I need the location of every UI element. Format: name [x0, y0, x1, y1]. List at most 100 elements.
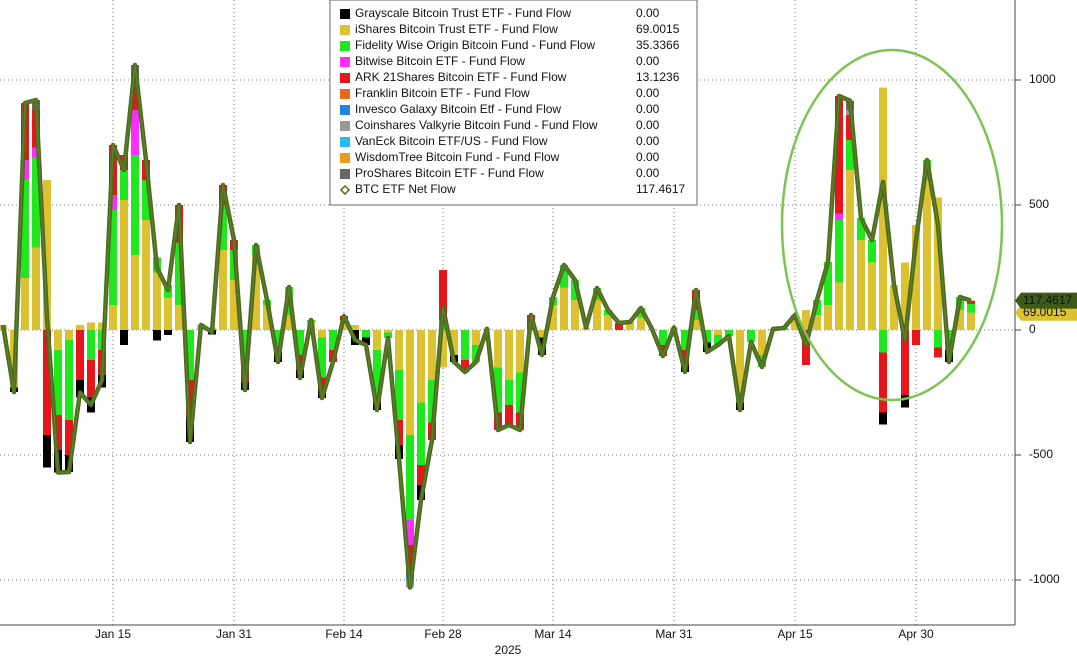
bar-segment	[109, 305, 117, 330]
bar-segment	[879, 412, 887, 425]
bar-segment	[87, 330, 95, 360]
bar-segment	[846, 170, 854, 330]
bar-segment	[692, 320, 700, 330]
legend-swatch	[340, 57, 350, 67]
legend-name: Fidelity Wise Origin Bitcoin Fund - Fund…	[355, 38, 595, 52]
bar-segment	[406, 330, 414, 435]
legend-value: 0.00	[636, 86, 660, 100]
bar-segment	[758, 330, 766, 355]
bar-segment	[549, 305, 557, 330]
bar-segment	[626, 322, 634, 330]
highlight-ellipse	[780, 48, 1004, 402]
y-tick-label: 1000	[1029, 72, 1056, 86]
bar-segment	[384, 330, 392, 333]
bar-segment	[142, 180, 150, 220]
bar-segment	[692, 310, 700, 320]
bar-segment	[285, 315, 293, 330]
bar-segment	[76, 330, 84, 380]
legend-name: WisdomTree Bitcoin Fund - Fund Flow	[355, 150, 560, 164]
bar-segment	[714, 335, 722, 345]
legend-swatch	[340, 41, 350, 51]
bar-segment	[538, 330, 546, 338]
legend-swatch	[340, 9, 350, 19]
legend-value: 35.3366	[636, 38, 680, 52]
bar-segment	[879, 352, 887, 413]
bar-segment	[505, 380, 513, 405]
bar-segment	[395, 370, 403, 420]
x-tick-label: Jan 31	[216, 627, 252, 641]
bar-segment	[956, 310, 964, 330]
bar-segment	[967, 312, 975, 330]
bar-segment	[505, 330, 513, 380]
bar-segment	[406, 435, 414, 520]
bar-segment	[703, 330, 711, 343]
bar-segment	[824, 305, 832, 330]
net-line	[0, 62, 972, 590]
bar-segment	[54, 350, 62, 415]
legend-value: 117.4617	[636, 182, 685, 196]
legend-name: VanEck Bitcoin ETF/US - Fund Flow	[355, 134, 548, 148]
bar-segment	[934, 197, 942, 330]
bar-segment	[428, 380, 436, 423]
bar-segment	[219, 205, 227, 250]
bar-segment	[87, 360, 95, 398]
bar-segment	[54, 415, 62, 450]
bar-segment	[901, 330, 909, 395]
bar-segment	[714, 330, 722, 335]
bar-segment	[329, 330, 337, 350]
bar-segment	[868, 262, 876, 330]
legend-box	[329, 0, 698, 206]
bar-segment	[32, 157, 40, 248]
legend-value: 0.00	[636, 102, 660, 116]
legend-swatch	[340, 169, 350, 179]
bar-segment	[65, 340, 73, 420]
bar-segment	[373, 350, 381, 395]
bar-segment	[43, 180, 51, 330]
bar-segment	[131, 255, 139, 330]
x-tick-label: Mar 31	[655, 627, 693, 641]
bar-segment	[560, 265, 568, 288]
bar-segment	[439, 330, 447, 368]
legend-value: 0.00	[636, 118, 660, 132]
value-badge	[1015, 292, 1077, 309]
bar-segment	[791, 320, 799, 330]
x-tick-label: Apr 30	[898, 627, 934, 641]
bar-segment	[406, 545, 414, 568]
bar-segment	[472, 345, 480, 362]
bar-segment	[417, 402, 425, 465]
bar-segment	[21, 160, 29, 180]
bar-segment	[813, 315, 821, 330]
bar-segment	[153, 330, 161, 341]
legend-value: 0.00	[636, 6, 660, 20]
bar-segment	[219, 250, 227, 330]
y-tick-label: 500	[1029, 197, 1049, 211]
bar-segment	[65, 420, 73, 455]
bar-segment	[494, 367, 502, 413]
bar-segment	[417, 465, 425, 485]
legend-swatch	[340, 89, 350, 99]
bar-segment	[109, 195, 117, 210]
bar-segment	[835, 213, 843, 220]
value-badge-label: 117.4617	[1023, 293, 1072, 307]
value-badge	[1015, 304, 1077, 321]
bar-segment	[901, 262, 909, 330]
bar-segment	[164, 297, 172, 330]
bar-segment	[76, 380, 84, 398]
net-flow-line-core	[2, 64, 972, 589]
legend-value: 0.00	[636, 150, 660, 164]
legend-swatch	[340, 137, 350, 147]
legend-value: 0.00	[636, 134, 660, 148]
bar-segment	[516, 372, 524, 413]
bar-segment	[142, 220, 150, 330]
bar-segment	[318, 330, 326, 338]
bar-segment	[120, 330, 128, 345]
legend-name: Franklin Bitcoin ETF - Fund Flow	[355, 86, 530, 100]
bar-segment	[263, 305, 271, 330]
bar-segment	[824, 262, 832, 305]
bar-segment	[43, 330, 51, 435]
bar-segment	[593, 300, 601, 330]
legend-swatch	[340, 25, 350, 35]
legend-swatch	[340, 121, 350, 131]
bar-segment	[274, 330, 282, 353]
